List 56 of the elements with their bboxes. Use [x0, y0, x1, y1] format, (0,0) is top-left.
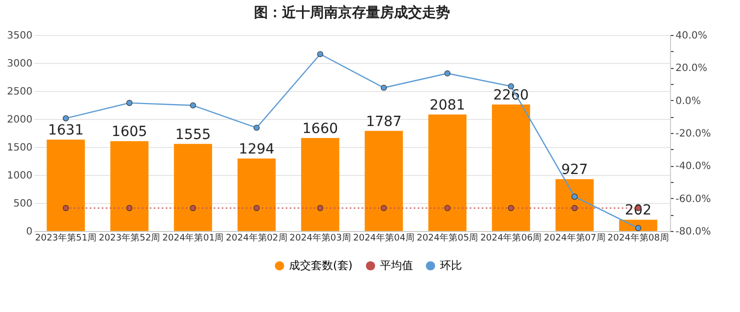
chart-title: 图：近十周南京存量房成交走势 — [254, 4, 450, 21]
data-label: 202 — [624, 202, 652, 219]
point — [126, 100, 132, 106]
legend-label: 环比 — [440, 258, 462, 272]
y2-tick-label: -40.0% — [676, 161, 711, 172]
x-tick-label: 2024年第06周 — [480, 232, 542, 244]
data-label: 1631 — [48, 122, 84, 139]
bar — [428, 114, 466, 231]
data-label: 927 — [561, 162, 588, 178]
x-tick-label: 2023年第52周 — [98, 232, 160, 244]
point — [190, 102, 196, 108]
y2-tick-label: 40.0% — [676, 30, 708, 42]
y-tick-label: 0 — [26, 226, 32, 238]
bar — [110, 141, 148, 231]
y2-tick-label: -20.0% — [676, 128, 711, 140]
bar — [556, 179, 594, 231]
y2-tick-label: 0.0% — [676, 96, 701, 107]
y2-tick-label: -80.0% — [676, 226, 711, 238]
point — [380, 84, 387, 91]
bar — [301, 138, 340, 231]
data-label: 1294 — [238, 142, 274, 158]
x-tick-label: 2023年第51周 — [35, 232, 96, 244]
y-tick-label: 2000 — [7, 114, 32, 126]
x-tick-label: 2024年第05周 — [416, 232, 478, 244]
data-label: 1605 — [112, 124, 148, 140]
data-label: 2081 — [430, 97, 466, 114]
y-tick-label: 3000 — [7, 58, 32, 70]
data-label: 1555 — [175, 126, 211, 143]
point — [62, 115, 69, 122]
point — [635, 225, 642, 232]
legend-label: 成交套数(套) — [289, 258, 353, 272]
point — [317, 51, 324, 58]
y-tick-label: 2500 — [7, 86, 32, 98]
point — [444, 70, 450, 76]
data-label: 1660 — [302, 121, 338, 138]
y-tick-label: 3500 — [7, 30, 32, 42]
y-tick-label: 1500 — [7, 142, 32, 154]
x-tick-label: 2024年第04周 — [353, 232, 414, 244]
point — [254, 124, 260, 131]
bar — [492, 104, 530, 231]
y-tick-label: 1000 — [7, 170, 32, 182]
x-tick-label: 2024年第01周 — [162, 232, 224, 244]
x-tick-label: 2024年第02周 — [226, 232, 288, 244]
y-tick-label: 500 — [13, 198, 32, 210]
x-tick-label: 2024年第07周 — [544, 232, 606, 244]
y2-tick-label: 20.0% — [676, 63, 708, 74]
bar — [174, 144, 212, 231]
point — [572, 194, 578, 200]
data-label: 1787 — [366, 114, 402, 130]
legend-label: 平均值 — [380, 258, 413, 272]
bar — [364, 130, 403, 231]
x-tick-label: 2024年第03周 — [290, 232, 351, 244]
bar — [46, 140, 85, 231]
x-tick-label: 2024年第08周 — [608, 232, 669, 244]
bar — [238, 158, 276, 231]
y2-tick-label: -60.0% — [676, 194, 711, 205]
